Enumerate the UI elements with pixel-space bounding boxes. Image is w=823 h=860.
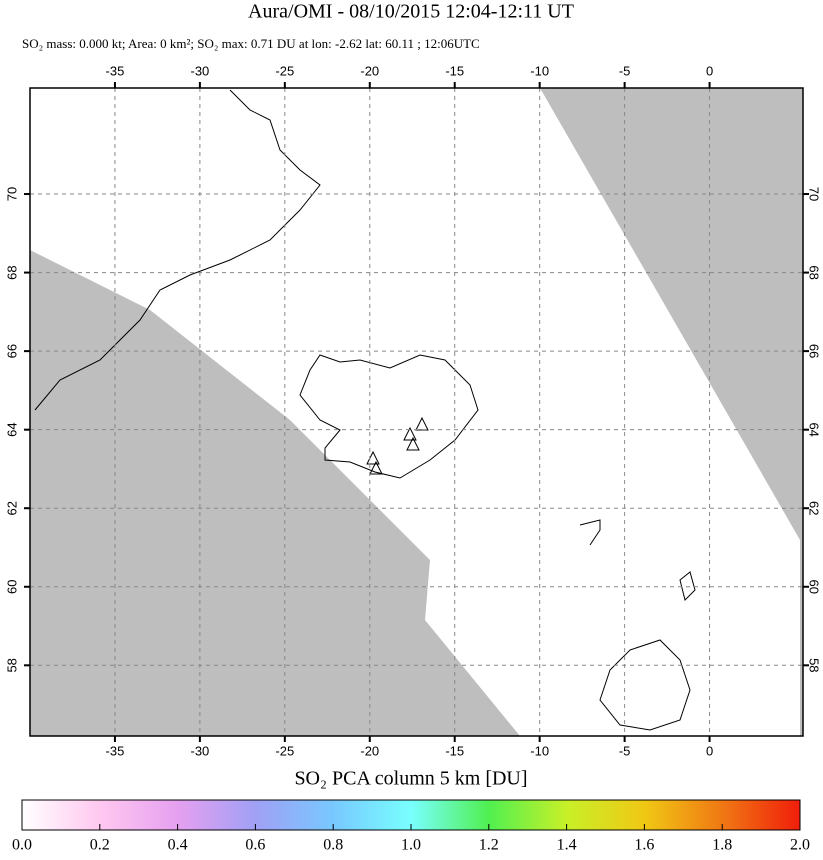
lon-tick-label: -30 bbox=[190, 743, 209, 758]
lat-tick-label: 70 bbox=[807, 187, 822, 201]
lat-tick-label: 64 bbox=[4, 422, 19, 436]
lon-tick-label: -35 bbox=[106, 743, 125, 758]
title: Aura/OMI - 08/10/2015 12:04-12:11 UT bbox=[248, 1, 574, 23]
subtitle: SO₂ mass: 0.000 kt; Area: 0 km²; SO₂ max… bbox=[22, 36, 480, 51]
shetland bbox=[679, 571, 696, 601]
lon-tick-label: -5 bbox=[619, 743, 631, 758]
faroe bbox=[579, 519, 601, 546]
lon-tick-label: 0 bbox=[706, 63, 713, 78]
colorbar-tick-label: 1.0 bbox=[401, 837, 421, 854]
coastlines bbox=[34, 89, 696, 731]
lon-tick-label: -15 bbox=[445, 63, 464, 78]
scotland bbox=[599, 639, 691, 731]
lon-tick-label: -30 bbox=[190, 63, 209, 78]
lat-tick-label: 64 bbox=[807, 422, 822, 436]
lat-tick-label: 68 bbox=[4, 265, 19, 279]
map bbox=[29, 87, 804, 737]
lat-tick-label: 58 bbox=[4, 658, 19, 672]
lat-tick-label: 62 bbox=[807, 501, 822, 515]
volcano bbox=[369, 460, 383, 475]
volcano bbox=[406, 436, 420, 451]
colorbar-tick-label: 0.0 bbox=[12, 837, 32, 854]
lon-tick-label: -10 bbox=[530, 63, 549, 78]
map-frame bbox=[29, 87, 804, 737]
colorbar-tick-label: 0.2 bbox=[90, 837, 110, 854]
colorbar-tick-label: 2.0 bbox=[790, 837, 810, 854]
lon-tick-label: -15 bbox=[445, 743, 464, 758]
colorbar-tick-label: 1.4 bbox=[557, 837, 577, 854]
lat-tick-label: 70 bbox=[4, 187, 19, 201]
colorbar-tick-label: 0.6 bbox=[245, 837, 265, 854]
lon-tick-label: -20 bbox=[360, 743, 379, 758]
lat-tick-label: 58 bbox=[807, 658, 822, 672]
lat-tick-label: 66 bbox=[4, 344, 19, 358]
lon-tick-label: -20 bbox=[360, 63, 379, 78]
lon-tick-label: -10 bbox=[530, 743, 549, 758]
colorbar-tick-label: 1.6 bbox=[634, 837, 654, 854]
lon-tick-label: 0 bbox=[706, 743, 713, 758]
lat-tick-label: 60 bbox=[807, 580, 822, 594]
lon-tick-label: -35 bbox=[106, 63, 125, 78]
lat-tick-label: 60 bbox=[4, 580, 19, 594]
lon-tick-label: -25 bbox=[275, 63, 294, 78]
colorbar-tick-label: 1.8 bbox=[712, 837, 732, 854]
greenland-coast bbox=[34, 89, 321, 411]
swath bbox=[30, 88, 800, 736]
lon-tick-label: -5 bbox=[619, 63, 631, 78]
colorbar-label: SO₂ PCA column 5 km [DU] bbox=[294, 768, 527, 790]
lat-tick-label: 62 bbox=[4, 501, 19, 515]
iceland bbox=[299, 354, 479, 479]
colorbar-tick-label: 1.2 bbox=[479, 837, 499, 854]
volcano bbox=[403, 426, 417, 441]
colorbar-tick-label: 0.4 bbox=[168, 837, 188, 854]
lat-tick-label: 68 bbox=[807, 265, 822, 279]
colorbar-tick-label: 0.8 bbox=[323, 837, 343, 854]
lat-tick-label: 66 bbox=[807, 344, 822, 358]
lon-tick-label: -25 bbox=[275, 743, 294, 758]
